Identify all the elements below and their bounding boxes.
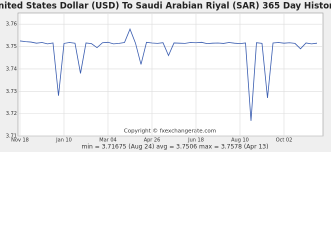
chart-title: United States Dollar (USD) To Saudi Arab… [0,2,331,12]
x-tick-label: Oct 02 [276,138,293,144]
x-tick-label: Apr 26 [144,138,161,144]
chart: United States Dollar (USD) To Saudi Arab… [0,0,331,152]
x-tick-label: Jan 10 [55,138,72,144]
x-tick-label: Mar 04 [99,138,116,144]
x-tick-label: Nov 18 [11,138,29,144]
copyright: Copyright © fxexchangerate.com [124,128,216,135]
x-tick-label: Aug 10 [231,138,249,144]
y-tick-label: 3.72 [6,111,17,117]
line-series [19,28,318,121]
y-tick-label: 3.74 [6,66,17,72]
y-tick-label: 3.73 [6,89,17,95]
y-tick-label: 3.71 [6,134,17,140]
y-tick-label: 3.76 [6,22,17,28]
y-tick-label: 3.75 [6,44,17,50]
x-tick-label: Jun 18 [187,138,204,144]
plot-area [17,12,324,137]
stats: min = 3.71675 (Aug 24) avg = 3.7506 max … [82,144,269,151]
